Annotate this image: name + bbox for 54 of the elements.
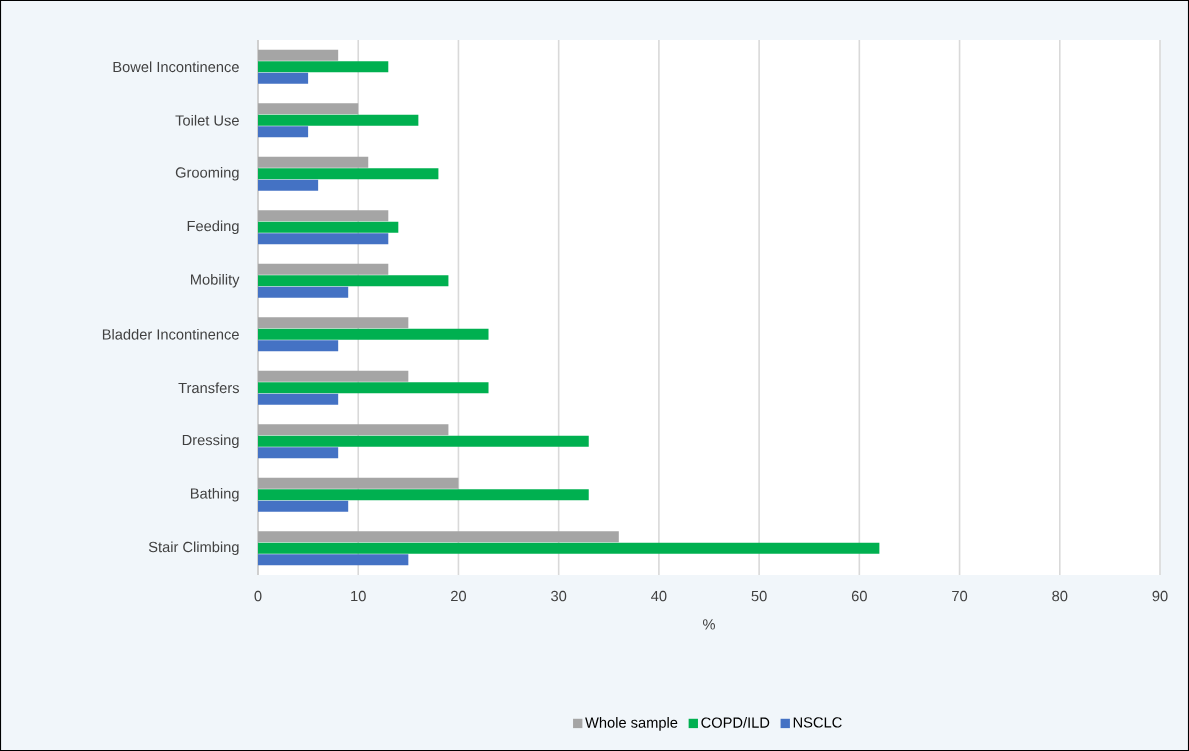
x-tick-label: 10 — [351, 590, 366, 602]
bar — [258, 382, 489, 394]
bar — [258, 210, 389, 222]
x-tick-label: 70 — [952, 590, 968, 602]
y-tick-label: Mobility — [191, 273, 240, 288]
bar — [258, 72, 309, 84]
bar — [258, 49, 339, 61]
bar — [258, 168, 439, 180]
bar — [258, 221, 399, 233]
legend-label: Whole sample — [585, 717, 678, 731]
y-tick-label: Bathing — [190, 487, 239, 502]
bar — [258, 126, 309, 138]
x-tick-label: 80 — [1052, 590, 1068, 602]
bar — [258, 340, 339, 352]
bar — [258, 233, 389, 245]
bar — [258, 447, 339, 459]
bar — [258, 156, 369, 168]
y-tick-label: Stair Climbing — [148, 541, 239, 556]
bar — [258, 263, 389, 275]
bar — [258, 179, 319, 191]
bar — [258, 286, 349, 298]
y-tick-label: Grooming — [175, 166, 239, 181]
bar — [258, 370, 409, 382]
bar — [258, 500, 349, 512]
x-tick-label: 0 — [254, 590, 262, 602]
bar — [258, 275, 449, 287]
legend-label: NSCLC — [793, 717, 842, 728]
x-tick-label: 30 — [551, 590, 567, 602]
bar — [258, 114, 419, 126]
bar — [258, 103, 359, 115]
bar — [258, 317, 409, 329]
y-tick-label: Bladder Incontinence — [102, 328, 239, 340]
bar — [258, 328, 489, 340]
bar — [258, 477, 459, 489]
bar — [258, 531, 619, 543]
x-axis-title: % — [703, 619, 715, 630]
y-tick-label: Transfers — [178, 382, 239, 394]
x-tick-label: 40 — [651, 590, 667, 602]
y-tick-label: Feeding — [187, 220, 239, 235]
x-tick-label: 50 — [751, 590, 767, 602]
bar — [258, 61, 389, 73]
y-tick-label: Bowel Incontinence — [113, 61, 239, 73]
legend-label: COPD/ILD — [701, 717, 770, 728]
bar — [258, 424, 449, 436]
y-tick-label: Toilet Use — [175, 114, 239, 126]
bar — [258, 435, 589, 447]
bar — [258, 554, 409, 566]
x-tick-label: 60 — [851, 590, 867, 602]
x-tick-label: 90 — [1152, 590, 1168, 602]
x-tick-label: 20 — [451, 590, 467, 602]
y-tick-label: Dressing — [182, 434, 239, 449]
bar — [258, 542, 880, 554]
bar — [258, 489, 589, 501]
bar — [258, 393, 339, 405]
